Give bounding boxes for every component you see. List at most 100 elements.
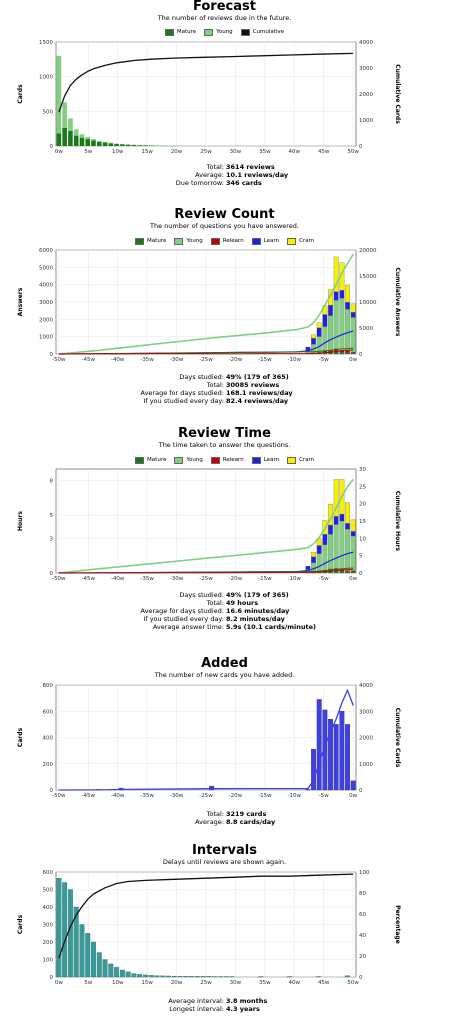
bar-mature xyxy=(339,352,345,355)
y-axis-title: Cards xyxy=(17,914,24,934)
x-tick-label: 50w xyxy=(347,149,359,155)
y-tick-label: 6000 xyxy=(39,248,53,254)
y2-tick-label: 80 xyxy=(359,891,366,897)
cumulative-line xyxy=(58,689,354,791)
bar-relearn xyxy=(350,570,356,572)
bar-young xyxy=(85,136,91,140)
legend-item-young: Young xyxy=(174,457,203,464)
y-tick-label: 400 xyxy=(43,736,54,742)
bar-cards xyxy=(177,975,183,978)
stat-row: If you studied every day: 82.4 reviews/da… xyxy=(143,397,289,405)
x-tick-label: -20w xyxy=(229,357,243,363)
bar-added xyxy=(328,718,333,791)
bar-learn xyxy=(316,545,322,554)
x-tick-label: 40w xyxy=(289,149,301,155)
review-time-section: Review Time The time taken to answer the… xyxy=(0,425,449,645)
chart-stats: Average interval: 3.8 months Longest inte… xyxy=(0,997,449,1013)
bar-cards xyxy=(148,975,154,978)
x-tick-label: 45w xyxy=(318,149,330,155)
bar-cram xyxy=(333,479,339,517)
x-tick-label: -45w xyxy=(82,357,96,363)
bar-young xyxy=(73,129,79,136)
bar-cards xyxy=(258,976,264,978)
bar-added xyxy=(316,699,322,791)
bar-young xyxy=(333,300,339,349)
bar-young xyxy=(322,326,328,352)
bar-cards xyxy=(73,906,79,978)
bar-young xyxy=(316,553,322,572)
y2-tick-label: 40 xyxy=(359,933,366,939)
x-tick-label: -50w xyxy=(52,357,66,363)
forecast-chart: 0w 5w 10w 15w 20w 25w 30w 35w 40w 45w 50w050010001… xyxy=(17,40,401,155)
y-tick-label: 5000 xyxy=(39,265,53,271)
stat-row: Average for days studied: 168.1 reviews/d… xyxy=(140,389,293,397)
x-tick-label: -40w xyxy=(111,357,125,363)
bar-learn xyxy=(339,290,345,299)
bar-young xyxy=(345,528,350,571)
bar-cards xyxy=(344,975,350,978)
bar-learn xyxy=(311,556,316,563)
stat-row: Days studied: 49% (179 of 365) xyxy=(179,373,289,381)
x-tick-label: -45w xyxy=(82,576,96,582)
y-axis-title: Cards xyxy=(17,727,24,747)
bar-cram xyxy=(328,289,333,306)
x-tick-label: -30w xyxy=(170,576,184,582)
bar-cards xyxy=(200,976,206,978)
x-tick-label: 0w xyxy=(349,357,357,363)
bar-cards xyxy=(212,976,218,978)
y2-tick-label: 1000 xyxy=(359,762,373,768)
x-tick-label: 5w xyxy=(84,149,92,155)
y-tick-label: 0 xyxy=(50,788,54,794)
bar-mature xyxy=(73,135,79,146)
bar-mature xyxy=(339,571,345,574)
chart-stats: Days studied: 49% (179 of 365) Total: 49 h… xyxy=(0,591,449,631)
x-tick-label: -5w xyxy=(319,357,329,363)
y-tick-label: 400 xyxy=(43,905,54,911)
legend-item-mature: Mature xyxy=(135,238,166,245)
y-tick-label: 4000 xyxy=(39,283,53,289)
chart-title: Review Count xyxy=(174,207,275,222)
legend-item-relearn: Relearn xyxy=(210,457,244,464)
bar-young xyxy=(322,544,328,571)
x-tick-label: 0w xyxy=(55,980,63,986)
bar-young xyxy=(328,534,333,570)
review-count-chart: -50w -45w -40w -35w -30w -25w -20w -15w -10w -5w 0… xyxy=(17,248,401,363)
y2-axis-title: Cumulative Cards xyxy=(394,708,401,768)
legend-item-cumulative: Cumulative xyxy=(240,29,284,36)
bar-added xyxy=(350,780,356,791)
stat-row: Total: 49 hours xyxy=(206,599,259,607)
bar-cards xyxy=(183,975,189,978)
legend-item-relearn: Relearn xyxy=(210,238,244,245)
bar-added xyxy=(339,711,345,791)
stat-row: Average: 10.1 reviews/day xyxy=(195,171,289,179)
y2-tick-label: 2000 xyxy=(359,736,373,742)
bar-cram xyxy=(316,322,322,328)
cumulative-line xyxy=(58,253,354,355)
bar-learn xyxy=(328,524,333,535)
legend-item-mature: Mature xyxy=(135,457,166,464)
stat-row: Total: 3219 cards xyxy=(206,810,267,818)
bar-cram xyxy=(345,502,350,524)
legend-item-cram: Cram xyxy=(287,457,314,464)
x-tick-label: -10w xyxy=(288,357,302,363)
bar-cards xyxy=(91,941,96,978)
bar-young xyxy=(79,134,85,138)
y-tick-label: 1500 xyxy=(39,40,53,46)
bar-mature xyxy=(350,571,356,574)
bar-cram xyxy=(350,303,356,313)
x-tick-label: 35w xyxy=(259,980,271,986)
x-tick-label: -10w xyxy=(288,793,302,799)
bar-learn xyxy=(311,338,316,345)
stat-row: Average for days studied: 16.6 minutes/da… xyxy=(140,607,290,615)
chart-subtitle: The time taken to answer the questions. xyxy=(158,441,291,449)
bar-added xyxy=(345,724,350,791)
bar-young xyxy=(345,309,350,352)
x-tick-label: 15w xyxy=(141,980,153,986)
bar-learn xyxy=(305,565,311,570)
bar-cards xyxy=(217,976,223,978)
bar-mature xyxy=(56,133,62,146)
y2-axis-title: Percentage xyxy=(394,905,401,944)
y-tick-label: 1000 xyxy=(39,75,53,81)
x-tick-label: -20w xyxy=(229,576,243,582)
chart-legend: Mature Young Relearn Learn Cram xyxy=(0,238,449,245)
